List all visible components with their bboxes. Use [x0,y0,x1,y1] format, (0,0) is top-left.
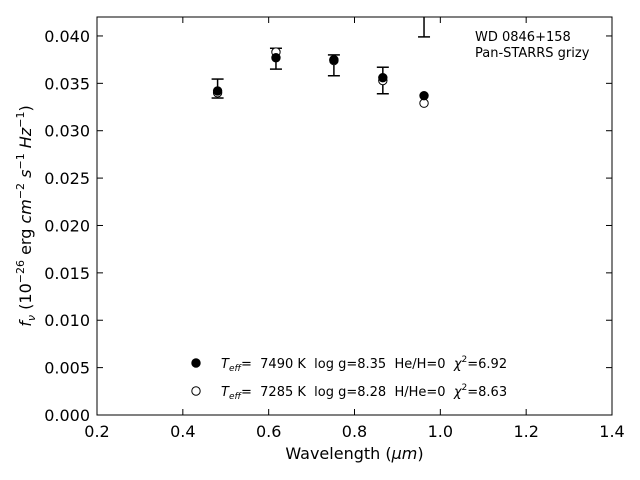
x-tick-label: 0.2 [84,422,109,441]
x-tick-label: 0.8 [342,422,367,441]
legend: Teff= 7490 K log g=8.35 He/H=0 χ2=6.92 T… [191,355,507,402]
x-tick-label: 1.2 [513,422,538,441]
y-tick-label: 0.005 [44,359,90,378]
y-axis-ticks: 0.000 0.005 0.010 0.015 0.020 0.025 0.030 0.035… [44,27,612,425]
y-tick-label: 0.040 [44,27,90,46]
model-point-filled [419,90,429,101]
x-tick-label: 1.0 [428,422,453,441]
y-tick-label: 0.035 [44,74,90,93]
model-point-filled [329,54,339,65]
x-tick-label: 0.6 [256,422,281,441]
y-axis-title: fν (10−26 erg cm−2 s−1 Hz−1) [14,105,38,326]
y-tick-label: 0.030 [44,122,90,141]
legend-entry-2: Teff= 7285 K log g=8.28 H/He=0 χ2=8.63 [221,383,507,402]
object-name-label: WD 0846+158 [475,30,571,45]
legend-marker-open [191,386,201,396]
y-tick-label: 0.000 [44,406,90,425]
x-tick-label: 0.4 [170,422,195,441]
x-axis-ticks: 0.2 0.4 0.6 0.8 1.0 1.2 1.4 [84,17,625,441]
y-tick-label: 0.010 [44,311,90,330]
y-tick-label: 0.020 [44,216,90,235]
y-tick-label: 0.015 [44,264,90,283]
plot-area [211,17,431,108]
x-axis-title: Wavelength (μm) [285,444,423,463]
legend-entry-1: Teff= 7490 K log g=8.35 He/H=0 χ2=6.92 [221,355,507,374]
legend-marker-filled [191,358,201,368]
model-point-filled [378,72,388,83]
model-point-filled [212,86,223,96]
survey-name-label: Pan-STARRS grizy [475,46,590,61]
y-tick-label: 0.025 [44,169,90,188]
x-tick-label: 1.4 [599,422,624,441]
plot-frame [96,16,613,416]
model-point-filled [271,53,281,63]
chart-marks [211,17,431,108]
